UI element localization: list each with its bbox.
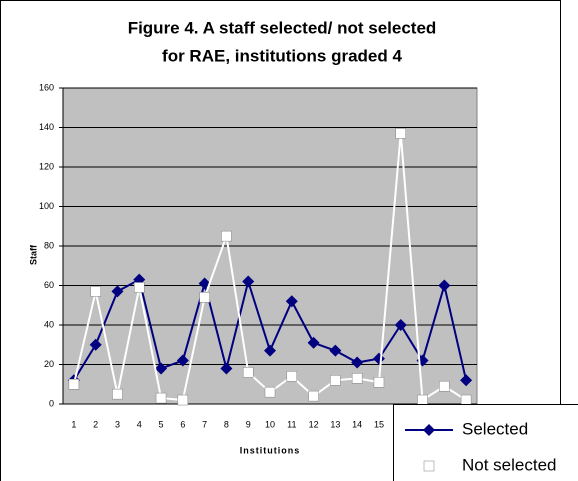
- marker: [264, 386, 276, 398]
- marker: [351, 373, 363, 384]
- chart-title: Figure 4. A staff selected/ not selected: [128, 18, 437, 37]
- x-axis-label: Institutions: [240, 445, 301, 455]
- marker: [329, 344, 342, 357]
- marker: [285, 295, 298, 308]
- marker: [155, 362, 168, 375]
- x-tick-label: 8: [224, 419, 229, 429]
- x-tick-label: 12: [309, 419, 319, 429]
- x-tick-label: 5: [159, 419, 164, 429]
- marker: [176, 354, 189, 367]
- marker: [373, 377, 385, 388]
- x-tick-label: 14: [352, 419, 362, 429]
- legend-label: Selected: [462, 419, 528, 438]
- chart-title: for RAE, institutions graded 4: [162, 46, 402, 65]
- y-tick-label: 60: [44, 280, 54, 290]
- x-tick-label: 10: [265, 419, 275, 429]
- marker: [417, 394, 428, 406]
- x-tick-label: 15: [374, 419, 384, 429]
- legend-label: Not selected: [462, 455, 557, 474]
- marker: [199, 292, 210, 303]
- marker: [460, 394, 472, 406]
- marker: [351, 356, 364, 369]
- marker: [68, 379, 80, 390]
- marker: [220, 362, 233, 375]
- x-tick-label: 7: [202, 419, 207, 429]
- marker: [134, 282, 145, 293]
- y-tick-label: 20: [44, 359, 54, 369]
- marker: [308, 390, 319, 402]
- legend-marker: [423, 460, 435, 472]
- marker: [395, 128, 406, 139]
- x-tick-label: 4: [137, 419, 142, 429]
- marker: [394, 319, 407, 331]
- marker: [264, 344, 276, 357]
- marker: [155, 392, 167, 404]
- y-tick-label: 140: [39, 122, 54, 132]
- marker: [307, 336, 320, 349]
- y-tick-label: 0: [49, 398, 54, 408]
- x-tick-label: 1: [71, 419, 76, 429]
- marker: [111, 285, 124, 298]
- x-tick-label: 3: [115, 419, 120, 429]
- y-tick-label: 80: [44, 240, 54, 250]
- marker: [221, 230, 232, 242]
- x-tick-label: 2: [93, 419, 98, 429]
- marker: [89, 338, 102, 351]
- marker: [438, 279, 451, 292]
- marker: [90, 286, 101, 297]
- marker: [242, 367, 254, 378]
- legend-marker: [423, 424, 435, 436]
- marker: [112, 388, 123, 400]
- marker: [460, 374, 473, 387]
- x-tick-label: 6: [180, 419, 185, 429]
- marker: [177, 394, 189, 406]
- marker: [330, 375, 341, 386]
- y-tick-label: 40: [44, 319, 54, 329]
- y-tick-label: 120: [39, 161, 54, 171]
- y-tick-label: 160: [39, 82, 54, 92]
- y-axis-label: Staff: [28, 244, 38, 265]
- marker: [242, 275, 255, 288]
- x-tick-label: 11: [287, 419, 296, 429]
- marker: [439, 380, 450, 392]
- y-tick-label: 100: [39, 201, 54, 211]
- marker: [286, 371, 298, 382]
- x-tick-label: 13: [330, 419, 340, 429]
- x-tick-label: 9: [246, 419, 251, 429]
